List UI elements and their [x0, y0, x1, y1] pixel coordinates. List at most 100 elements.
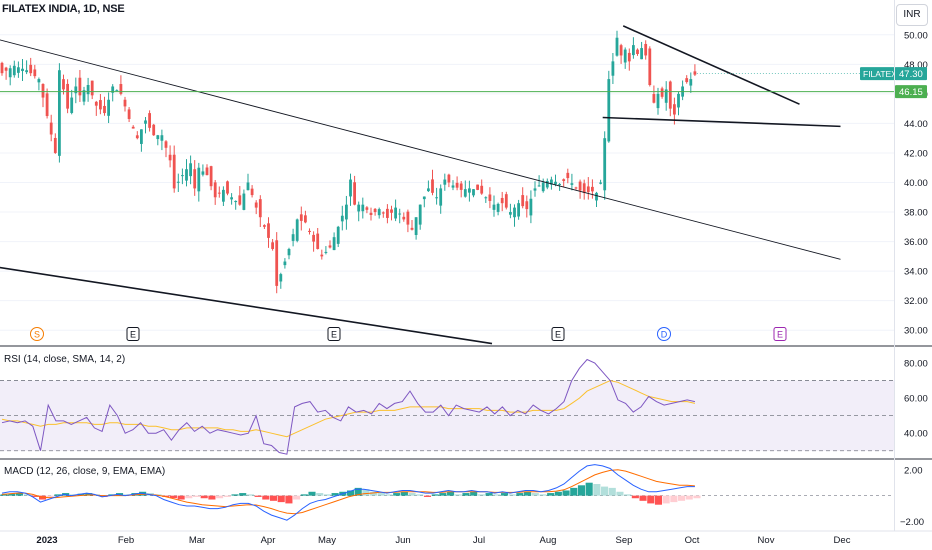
macd-histogram-bar [354, 487, 362, 496]
candle-body [509, 212, 512, 215]
macd-histogram-bar [470, 491, 478, 496]
candle-body [254, 202, 258, 208]
macd-histogram-bar [246, 494, 254, 496]
candle-body [115, 90, 119, 92]
macd-histogram-bar [585, 482, 593, 496]
candle-body [644, 43, 648, 56]
rsi-indicator-title[interactable]: RSI (14, close, SMA, 14, 2) [4, 354, 126, 365]
event-marker-letter: E [130, 330, 136, 340]
candle-body [488, 194, 492, 201]
macd-histogram-bar [639, 495, 647, 501]
candle-body [185, 169, 188, 181]
candle-body [492, 204, 496, 210]
candle-body [459, 183, 463, 190]
rsi-tick-label: 60.00 [904, 394, 928, 405]
macd-histogram-bar [54, 494, 62, 496]
candle-body [353, 182, 356, 205]
macd-histogram-bar [647, 495, 655, 504]
macd-histogram-bar [531, 493, 539, 496]
macd-histogram-bar [331, 493, 339, 496]
candle-body [468, 188, 471, 193]
candle-body [107, 99, 110, 116]
candle-body [537, 185, 541, 187]
candle-body [0, 62, 4, 74]
candle-body [365, 207, 369, 210]
candle-body [193, 169, 197, 189]
candle-body [349, 179, 352, 197]
candle-body [390, 209, 393, 213]
candle-body [86, 85, 90, 95]
candle-body [673, 104, 676, 115]
macd-histogram-bar [393, 493, 401, 496]
candle-body [529, 198, 533, 216]
candle-body [422, 196, 426, 200]
candle-body [152, 124, 156, 136]
candle-body [21, 68, 24, 72]
macd-histogram-bar [493, 494, 501, 496]
candle-body [504, 194, 508, 208]
candle-body [336, 226, 340, 244]
macd-histogram-bar [508, 494, 516, 496]
time-tick-label: May [318, 535, 336, 546]
last-price-badge [895, 67, 927, 81]
candle-body [205, 167, 209, 176]
macd-histogram-bar [577, 485, 586, 496]
price-tick-label: 32.00 [904, 296, 928, 307]
candle-body [312, 234, 315, 242]
candle-body [689, 79, 693, 86]
currency-button[interactable]: INR [896, 4, 928, 26]
macd-histogram-bar [385, 494, 393, 496]
macd-histogram-bar [254, 495, 262, 497]
candle-body [135, 135, 139, 139]
candle-body [287, 248, 291, 256]
candle-body [279, 274, 283, 282]
candle-body [496, 203, 500, 212]
macd-indicator-title[interactable]: MACD (12, 26, close, 9, EMA, EMA) [4, 466, 166, 477]
macd-histogram-bar [308, 491, 316, 496]
candle-body [455, 182, 459, 188]
symbol-badge [860, 67, 896, 81]
candle-body [103, 105, 106, 114]
candle-body [8, 68, 12, 78]
candle-body [632, 45, 635, 56]
candle-body [668, 81, 672, 109]
candle-body [377, 209, 381, 216]
candle-body [521, 195, 525, 207]
candle-body [386, 208, 389, 218]
candle-body [250, 188, 254, 196]
candle-body [550, 179, 553, 185]
price-tick-label: 38.00 [904, 208, 928, 219]
candle-body [402, 216, 406, 220]
candle-body [78, 77, 82, 96]
macd-histogram-bar [554, 491, 562, 496]
last-price-label: 47.30 [899, 69, 923, 80]
candle-body [45, 93, 49, 117]
candle-body [258, 199, 262, 218]
candle-body [324, 251, 328, 253]
candle-body [201, 171, 205, 175]
macd-histogram-bar [38, 495, 47, 500]
macd-histogram-bar [624, 494, 632, 496]
candle-body [660, 88, 664, 97]
time-tick-label: Mar [189, 535, 205, 546]
macd-histogram-bar [370, 491, 378, 496]
macd-histogram-bar [216, 495, 224, 499]
time-tick-label: Oct [685, 535, 700, 546]
candle-body [41, 84, 45, 98]
candle-body [406, 211, 410, 225]
candle-body [599, 182, 602, 184]
price-tick-label: 30.00 [904, 326, 928, 337]
macd-histogram-bar [239, 493, 247, 496]
time-tick-label: Feb [118, 535, 134, 546]
candle-body [345, 204, 348, 220]
time-tick-label: 2023 [36, 535, 57, 546]
candle-body [70, 97, 74, 113]
candle-body [439, 188, 443, 206]
candle-body [685, 78, 689, 83]
candle-body [640, 48, 643, 60]
macd-histogram-bar [15, 493, 23, 496]
event-marker-earnings [126, 327, 140, 341]
event-marker-letter: E [555, 330, 561, 340]
candle-body [131, 126, 135, 129]
